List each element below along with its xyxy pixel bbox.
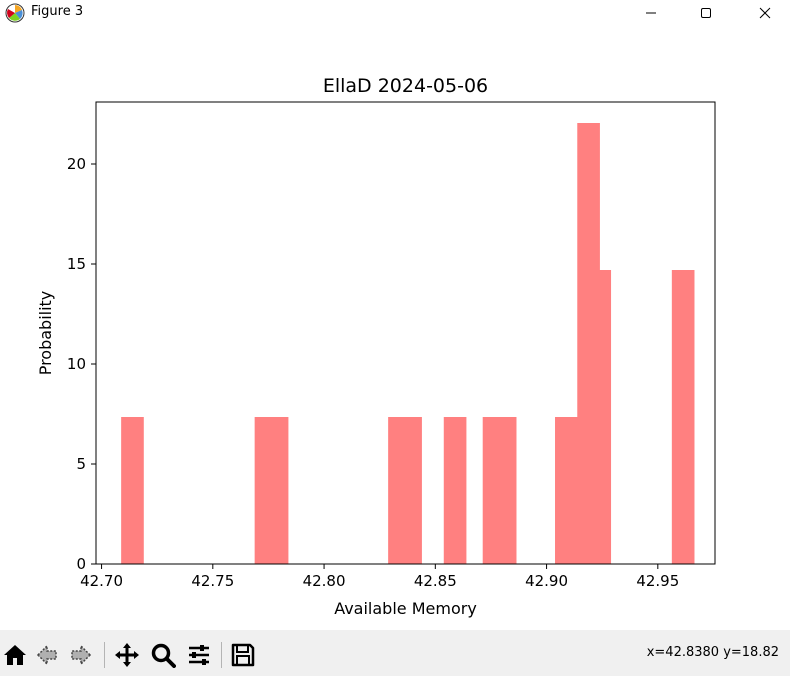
chart-title: EllaD 2024-05-06 xyxy=(323,75,488,97)
histogram-bar xyxy=(566,417,578,564)
histogram-bar xyxy=(265,417,278,564)
figure-canvas[interactable]: 42.70 42.75 42.80 42.85 42.90 42.95 0 5 10 15 20 … xyxy=(0,30,790,628)
forward-icon xyxy=(71,644,92,666)
close-button[interactable] xyxy=(742,0,788,25)
histogram-bar xyxy=(132,417,144,564)
histogram-bar xyxy=(504,417,517,564)
histogram-bar xyxy=(388,417,400,564)
maximize-icon xyxy=(701,7,711,18)
y-axis-label: Probability xyxy=(36,291,55,376)
histogram-bar xyxy=(276,417,289,564)
cursor-coordinates: x=42.8380 y=18.82 xyxy=(646,645,779,660)
y-tick-label: 10 xyxy=(67,355,86,373)
configure-subplots-icon xyxy=(189,645,209,665)
axes-frame xyxy=(95,101,716,565)
histogram-bar xyxy=(555,417,567,564)
y-tick-label: 15 xyxy=(67,255,86,273)
toolbar-separator xyxy=(104,642,105,668)
x-ticks: 42.70 42.75 42.80 42.85 42.90 42.95 xyxy=(80,564,679,590)
y-ticks: 0 5 10 15 20 xyxy=(67,155,96,573)
back-button[interactable] xyxy=(32,640,62,670)
histogram-bar xyxy=(493,417,506,564)
x-axis-label: Available Memory xyxy=(334,599,477,618)
back-icon xyxy=(36,644,57,666)
histogram-bar xyxy=(671,270,684,564)
x-tick-label: 42.70 xyxy=(80,572,123,590)
histogram-bar xyxy=(599,270,612,564)
histogram-bar xyxy=(577,123,589,564)
histogram-bar xyxy=(454,417,467,564)
histogram-bar xyxy=(399,417,411,564)
x-tick-label: 42.75 xyxy=(191,572,234,590)
configure-subplots-button[interactable] xyxy=(184,640,214,670)
home-button[interactable] xyxy=(0,640,30,670)
zoom-button[interactable] xyxy=(148,640,178,670)
histogram-bar xyxy=(443,417,456,564)
histogram-bar xyxy=(588,123,600,564)
histogram-bar xyxy=(482,417,495,564)
minimize-icon xyxy=(646,12,656,13)
save-icon xyxy=(231,643,255,667)
y-tick-label: 5 xyxy=(76,455,86,473)
save-button[interactable] xyxy=(228,640,258,670)
x-tick-label: 42.95 xyxy=(636,572,679,590)
pan-icon xyxy=(115,643,139,667)
x-tick-label: 42.80 xyxy=(303,572,346,590)
y-tick-label: 20 xyxy=(67,155,86,173)
y-tick-label: 0 xyxy=(76,555,86,573)
histogram-bar xyxy=(254,417,267,564)
window-titlebar: Figure 3 xyxy=(0,0,790,25)
minimize-button[interactable] xyxy=(628,0,674,25)
x-tick-label: 42.85 xyxy=(414,572,457,590)
home-icon xyxy=(4,645,26,665)
window-title: Figure 3 xyxy=(31,4,84,19)
toolbar-separator xyxy=(221,642,222,668)
histogram-bar xyxy=(410,417,422,564)
histogram-chart: 42.70 42.75 42.80 42.85 42.90 42.95 05101520 … xyxy=(36,75,716,618)
pan-button[interactable] xyxy=(112,640,142,670)
x-tick-label: 42.90 xyxy=(525,572,568,590)
maximize-button[interactable] xyxy=(683,0,729,25)
zoom-icon xyxy=(151,643,176,668)
navigation-toolbar: x=42.8380 y=18.82 xyxy=(0,630,790,676)
bars-layer xyxy=(121,123,695,564)
forward-button[interactable] xyxy=(66,640,96,670)
histogram-bar xyxy=(682,270,695,564)
matplotlib-icon xyxy=(5,3,25,23)
close-icon xyxy=(759,7,771,18)
histogram-bar xyxy=(121,417,133,564)
